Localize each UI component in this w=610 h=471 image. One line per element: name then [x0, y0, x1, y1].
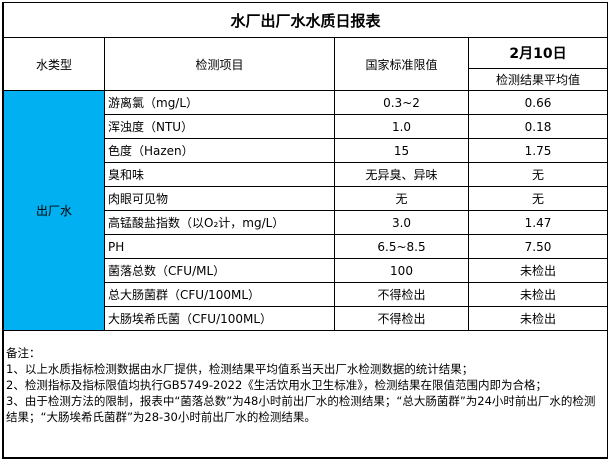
report-table-container: 水厂出厂水水质日报表 水类型 检测项目 国家标准限值 2月10日 检测结果平均值…	[2, 2, 609, 459]
water-type-cell: 出厂水	[3, 90, 105, 331]
result-cell: 7.50	[467, 234, 609, 259]
item-cell: 大肠埃希氏菌（CFU/100ML）	[104, 306, 335, 331]
standard-cell: 不得检出	[334, 306, 469, 331]
note-line: 3、由于检测方法的限制，报表中“菌落总数”为48小时前出厂水的检测结果；“总大肠…	[6, 394, 596, 424]
standard-cell: 0.3~2	[334, 90, 469, 115]
table-row: PH 6.5~8.5 7.50	[4, 234, 609, 259]
standard-cell: 100	[334, 258, 469, 283]
table-row: 菌落总数（CFU/ML） 100 未检出	[4, 258, 609, 283]
note-line: 2、检测指标及指标限值均执行GB5749-2022《生活饮用水卫生标准》，检测结…	[6, 378, 548, 392]
standard-cell: 无	[334, 186, 469, 211]
header-water-type: 水类型	[3, 37, 105, 91]
table-row: 出厂水 游离氯（mg/L） 0.3~2 0.66	[3, 90, 609, 331]
result-cell: 0.66	[467, 90, 609, 115]
standard-cell: 1.0	[334, 114, 469, 139]
result-cell: 未检出	[467, 306, 609, 331]
standard-cell: 3.0	[334, 210, 469, 235]
table-row: 总大肠菌群（CFU/100ML） 不得检出 未检出	[4, 282, 609, 307]
header-standard: 国家标准限值	[334, 37, 469, 91]
item-cell: 高锰酸盐指数（以O₂计，mg/L）	[104, 210, 335, 235]
report-title: 水厂出厂水水质日报表	[2, 3, 609, 38]
header-date: 2月10日	[467, 37, 609, 69]
table-row: 色度（Hazen） 15 1.75	[4, 138, 609, 163]
item-cell: 肉眼可见物	[104, 186, 335, 211]
report-table: 水厂出厂水水质日报表 水类型 检测项目 国家标准限值 2月10日 检测结果平均值…	[2, 3, 609, 458]
notes-heading: 备注：	[6, 346, 41, 360]
item-cell: 菌落总数（CFU/ML）	[104, 258, 335, 283]
item-cell: 臭和味	[104, 162, 335, 187]
standard-cell: 不得检出	[334, 282, 469, 307]
table-row: 高锰酸盐指数（以O₂计，mg/L） 3.0 1.47	[4, 210, 609, 235]
result-cell: 1.47	[467, 210, 609, 235]
notes: 备注： 1、以上水质指标检测数据由水厂提供，检测结果平均值系当天出厂水检测数据的…	[2, 330, 609, 458]
table-row: 肉眼可见物无无	[4, 186, 609, 211]
standard-cell: 6.5~8.5	[334, 234, 469, 259]
standard-cell: 15	[334, 138, 469, 163]
result-cell: 无	[467, 186, 609, 211]
item-cell: 浑浊度（NTU）	[104, 114, 335, 139]
result-cell: 1.75	[467, 138, 609, 163]
table-row: 大肠埃希氏菌（CFU/100ML） 不得检出 未检出	[4, 306, 609, 331]
table-row: 臭和味 无异臭、异味无	[4, 162, 609, 187]
note-line: 1、以上水质指标检测数据由水厂提供，检测结果平均值系当天出厂水检测数据的统计结果…	[6, 362, 474, 376]
result-cell: 无	[467, 162, 609, 187]
header-result: 检测结果平均值	[467, 68, 609, 91]
table-row: 浑浊度（NTU） 1.0 0.18	[4, 114, 609, 139]
item-cell: PH	[104, 234, 335, 259]
result-cell: 未检出	[467, 258, 609, 283]
item-cell: 总大肠菌群（CFU/100ML）	[104, 282, 335, 307]
item-cell: 游离氯（mg/L）	[104, 90, 335, 115]
item-cell: 色度（Hazen）	[104, 138, 335, 163]
result-cell: 0.18	[467, 114, 609, 139]
result-cell: 未检出	[467, 282, 609, 307]
header-item: 检测项目	[104, 37, 335, 91]
standard-cell: 无异臭、异味	[334, 162, 469, 187]
